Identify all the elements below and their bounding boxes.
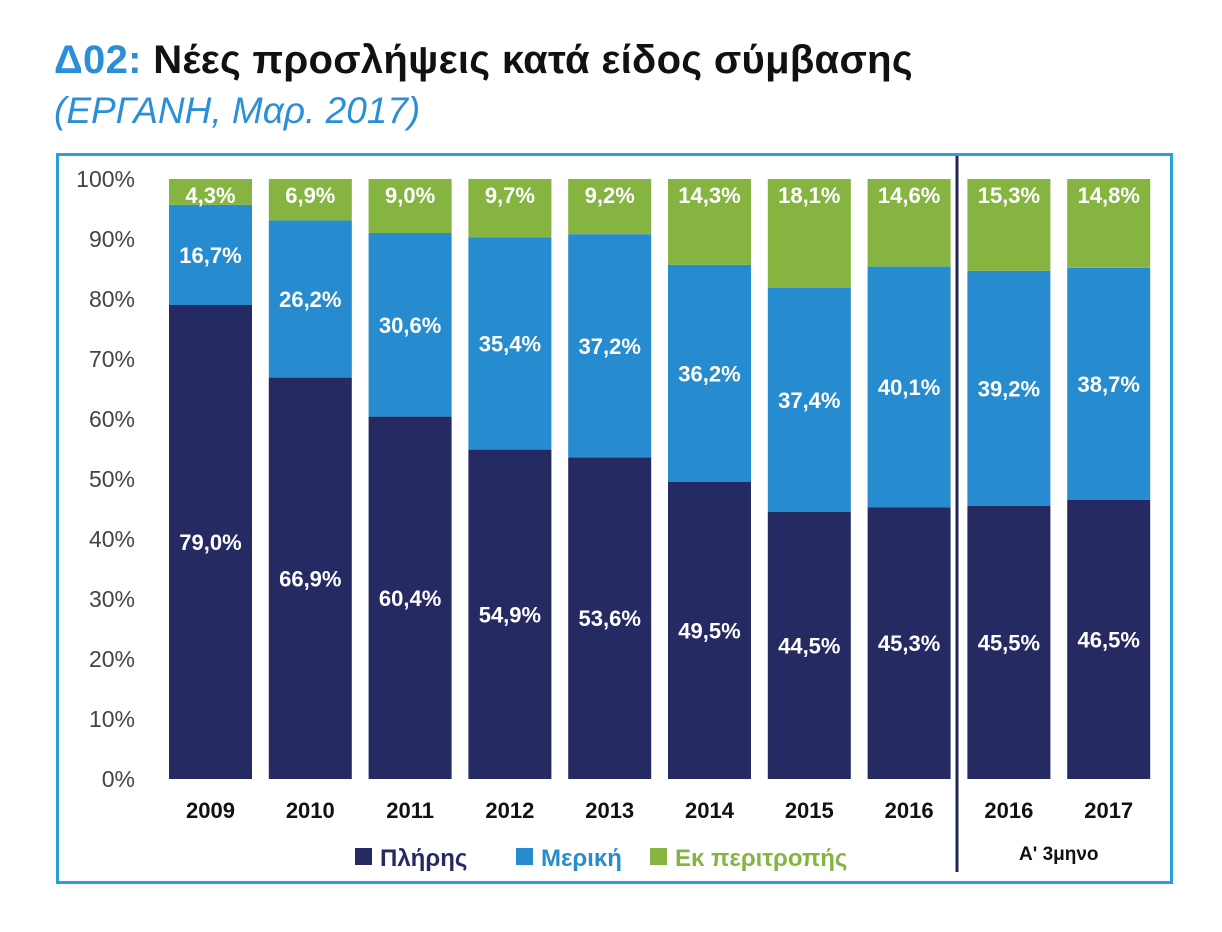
data-label: 79,0% [179, 530, 241, 555]
y-tick-label: 80% [89, 286, 135, 312]
x-tick-label: 2013 [585, 798, 634, 823]
bar-segment-2 [468, 237, 552, 450]
bar-segment-3 [967, 179, 1051, 271]
x-tick-label: 2015 [785, 798, 834, 823]
data-label: 66,9% [279, 566, 341, 591]
data-label: 9,2% [585, 183, 635, 208]
data-label: 45,3% [878, 631, 940, 656]
bar-segment-2 [668, 264, 751, 482]
data-label: 14,6% [878, 183, 940, 208]
data-label: 36,2% [678, 361, 740, 386]
bar-segment-1 [867, 507, 951, 779]
y-tick-label: 20% [89, 646, 135, 672]
bar-segment-1 [268, 377, 352, 779]
chart-title: Δ02: Νέες προσλήψεις κατά είδος σύμβασης [54, 38, 913, 83]
bar-segment-3 [1067, 179, 1151, 268]
bar-segment-2 [767, 287, 851, 512]
bar-segment-3 [169, 179, 252, 205]
bar-segment-1 [368, 416, 452, 779]
data-label: 35,4% [479, 331, 541, 356]
data-label: 14,8% [1078, 183, 1140, 208]
bar-segment-2 [1067, 267, 1151, 500]
data-label: 6,9% [285, 183, 335, 208]
bar-segment-3 [468, 179, 552, 238]
group-annotation: Α' 3μηνο [1019, 844, 1099, 865]
y-tick-label: 40% [89, 526, 135, 552]
data-label: 18,1% [778, 183, 840, 208]
data-label: 54,9% [479, 602, 541, 627]
x-tick-label: 2009 [186, 798, 235, 823]
x-tick-label: 2016 [885, 798, 934, 823]
data-label: 53,6% [579, 606, 641, 631]
bar-segment-3 [568, 179, 652, 235]
data-label: 39,2% [978, 376, 1040, 401]
bar-segment-1 [568, 457, 652, 779]
bar-segment-3 [368, 179, 452, 233]
bar-segment-1 [967, 506, 1051, 779]
y-tick-label: 0% [102, 766, 135, 792]
bar-segment-1 [1067, 500, 1151, 779]
y-tick-label: 90% [89, 226, 135, 252]
data-label: 37,4% [778, 388, 840, 413]
y-tick-label: 70% [89, 346, 135, 372]
bar-segment-3 [268, 179, 352, 221]
bar-segment-2 [867, 266, 951, 508]
chart-title-text: Νέες προσλήψεις κατά είδος σύμβασης [153, 38, 913, 82]
bar-segment-1 [668, 482, 751, 779]
x-tick-label: 2014 [685, 798, 735, 823]
data-label: 38,7% [1078, 372, 1140, 397]
data-label: 30,6% [379, 313, 441, 338]
y-tick-label: 100% [76, 166, 135, 192]
x-tick-label: 2016 [984, 798, 1033, 823]
data-label: 16,7% [179, 243, 241, 268]
data-label: 49,5% [678, 619, 740, 644]
legend-label: Πλήρης [380, 845, 467, 872]
data-label: 15,3% [978, 183, 1040, 208]
x-tick-label: 2012 [485, 798, 534, 823]
chart-frame [56, 153, 1173, 884]
x-tick-label: 2011 [386, 798, 434, 823]
bar-segment-2 [268, 220, 352, 378]
data-label: 9,0% [385, 183, 435, 208]
y-tick-label: 30% [89, 586, 135, 612]
data-label: 40,1% [878, 375, 940, 400]
data-label: 14,3% [678, 183, 740, 208]
legend-swatch [516, 848, 533, 865]
data-label: 4,3% [185, 183, 235, 208]
data-label: 46,5% [1078, 628, 1140, 653]
data-label: 60,4% [379, 586, 441, 611]
legend-label: Μερική [541, 845, 622, 872]
bar-segment-2 [568, 234, 652, 458]
bar-segment-3 [767, 179, 851, 288]
y-tick-label: 50% [89, 466, 135, 492]
legend-label: Εκ περιτροπής [675, 845, 847, 872]
bar-segment-1 [468, 449, 552, 779]
bar-segment-1 [767, 512, 851, 779]
data-label: 45,5% [978, 631, 1040, 656]
data-label: 26,2% [279, 287, 341, 312]
bar-segment-3 [867, 179, 951, 267]
bar-segment-2 [169, 204, 252, 305]
bar-segment-1 [169, 305, 252, 779]
x-tick-label: 2010 [286, 798, 335, 823]
y-tick-label: 10% [89, 706, 135, 732]
x-tick-label: 2017 [1084, 798, 1133, 823]
legend-swatch [650, 848, 667, 865]
data-label: 37,2% [579, 334, 641, 359]
data-label: 44,5% [778, 634, 840, 659]
chart-code: Δ02: [54, 38, 142, 82]
bar-segment-2 [967, 270, 1051, 506]
bar-segment-3 [668, 179, 751, 265]
legend-swatch [355, 848, 372, 865]
chart-subtitle: (ΕΡΓΑΝΗ, Μαρ. 2017) [54, 90, 421, 131]
y-tick-label: 60% [89, 406, 135, 432]
bar-segment-2 [368, 233, 452, 417]
data-label: 9,7% [485, 183, 535, 208]
